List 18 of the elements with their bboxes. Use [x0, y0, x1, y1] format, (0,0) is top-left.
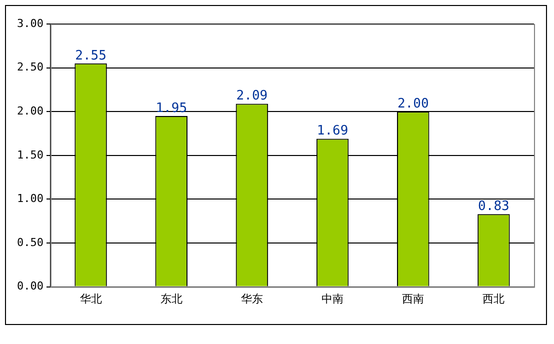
y-tick-label: 2.00: [16, 104, 44, 118]
y-tick-label: 3.00: [16, 16, 44, 30]
y-tick-label: 0.50: [16, 236, 44, 249]
y-tick-label: 0.00: [16, 280, 44, 293]
data-label: 2.00: [397, 96, 429, 112]
x-tick-label: 西北: [482, 292, 505, 306]
data-label: 2.09: [236, 88, 268, 104]
data-label: 2.55: [75, 48, 106, 64]
data-label: 1.69: [316, 124, 348, 139]
x-tick-label: 中南: [322, 292, 344, 306]
x-tick-label: 华北: [80, 292, 102, 306]
y-tick-label: 1.50: [16, 148, 44, 162]
y-tick-label: 2.50: [16, 60, 44, 74]
x-tick-label: 西南: [402, 292, 424, 306]
x-tick-label: 华东: [240, 292, 263, 306]
x-tick-label: 东北: [160, 292, 182, 306]
y-tick-label: 1.00: [16, 192, 44, 206]
data-label: 0.83: [478, 198, 510, 214]
